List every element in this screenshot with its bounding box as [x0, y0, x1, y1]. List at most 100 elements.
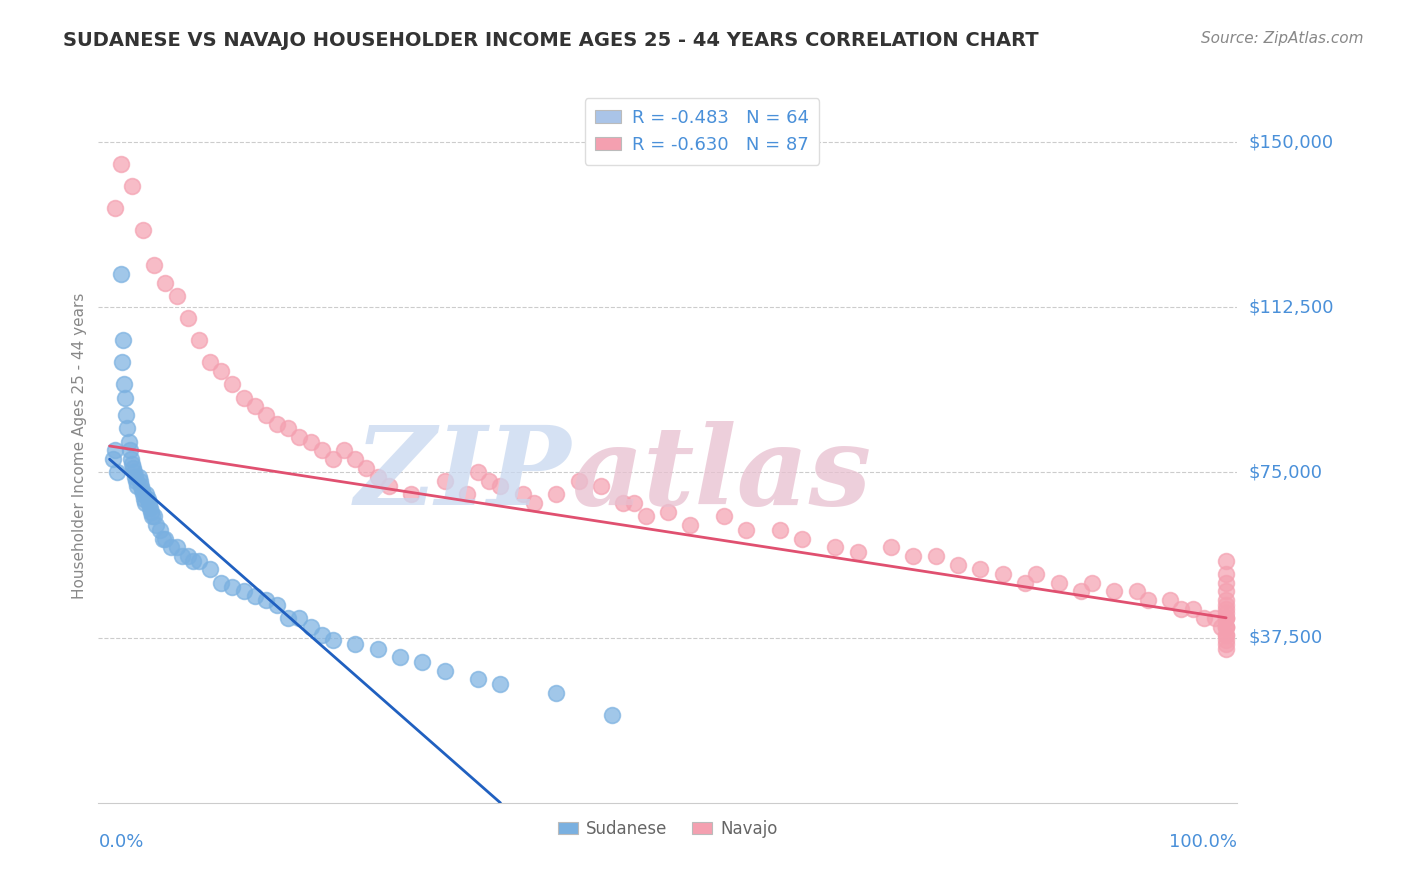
Point [115, 408, 138, 422]
Point [114, 391, 136, 405]
Point [221, 580, 243, 594]
Point [322, 452, 344, 467]
Point [1192, 611, 1215, 625]
Point [1215, 593, 1237, 607]
Point [1104, 584, 1126, 599]
Point [846, 545, 869, 559]
Point [1047, 575, 1070, 590]
Point [411, 655, 433, 669]
Point [166, 541, 188, 555]
Point [141, 509, 163, 524]
Point [735, 523, 758, 537]
Text: 100.0%: 100.0% [1170, 833, 1237, 851]
Point [433, 475, 456, 489]
Point [129, 478, 152, 492]
Point [135, 487, 157, 501]
Point [311, 628, 333, 642]
Point [122, 466, 145, 480]
Point [243, 589, 266, 603]
Point [136, 491, 159, 506]
Point [122, 461, 145, 475]
Point [1204, 611, 1226, 625]
Point [117, 421, 139, 435]
Point [489, 677, 512, 691]
Point [790, 532, 813, 546]
Point [209, 364, 232, 378]
Text: $112,500: $112,500 [1249, 298, 1334, 317]
Point [177, 549, 200, 563]
Point [111, 355, 134, 369]
Point [187, 333, 209, 347]
Point [101, 452, 124, 467]
Point [118, 443, 141, 458]
Point [567, 475, 589, 489]
Point [713, 509, 735, 524]
Legend: Sudanese, Navajo: Sudanese, Navajo [551, 814, 785, 845]
Point [1170, 602, 1192, 616]
Point [143, 259, 166, 273]
Point [121, 179, 143, 194]
Point [824, 541, 846, 555]
Point [1215, 611, 1237, 625]
Point [166, 289, 188, 303]
Point [1215, 553, 1237, 567]
Point [1126, 584, 1149, 599]
Point [456, 487, 478, 501]
Point [768, 523, 790, 537]
Point [155, 276, 177, 290]
Point [183, 553, 205, 567]
Point [104, 443, 127, 458]
Point [117, 434, 139, 449]
Point [221, 377, 243, 392]
Point [388, 650, 411, 665]
Point [523, 496, 546, 510]
Point [1081, 575, 1104, 590]
Point [277, 421, 299, 435]
Point [110, 267, 132, 281]
Point [288, 611, 311, 625]
Point [139, 505, 162, 519]
Text: $150,000: $150,000 [1249, 133, 1333, 151]
Point [1215, 607, 1237, 621]
Y-axis label: Householder Income Ages 25 - 44 years: Householder Income Ages 25 - 44 years [72, 293, 87, 599]
Point [634, 509, 657, 524]
Text: $37,500: $37,500 [1249, 629, 1323, 647]
Point [104, 201, 127, 215]
Point [125, 475, 148, 489]
Point [512, 487, 534, 501]
Point [1215, 628, 1237, 642]
Point [266, 417, 288, 431]
Point [152, 532, 174, 546]
Point [311, 443, 333, 458]
Point [322, 632, 344, 647]
Point [132, 223, 155, 237]
Text: ZIP: ZIP [354, 421, 571, 528]
Point [399, 487, 422, 501]
Point [112, 377, 135, 392]
Point [1025, 566, 1047, 581]
Point [110, 157, 132, 171]
Point [344, 452, 367, 467]
Point [1215, 632, 1237, 647]
Point [367, 470, 389, 484]
Point [177, 311, 200, 326]
Text: 0.0%: 0.0% [98, 833, 143, 851]
Point [254, 593, 277, 607]
Point [111, 333, 134, 347]
Text: Source: ZipAtlas.com: Source: ZipAtlas.com [1201, 31, 1364, 46]
Point [134, 496, 156, 510]
Point [288, 430, 311, 444]
Point [969, 562, 991, 576]
Point [1215, 619, 1237, 633]
Point [623, 496, 645, 510]
Point [1215, 637, 1237, 651]
Point [1215, 598, 1237, 612]
Point [143, 509, 166, 524]
Point [172, 549, 194, 563]
Point [1215, 641, 1237, 656]
Point [1215, 575, 1237, 590]
Point [880, 541, 903, 555]
Point [145, 518, 167, 533]
Point [1209, 619, 1232, 633]
Point [1215, 619, 1237, 633]
